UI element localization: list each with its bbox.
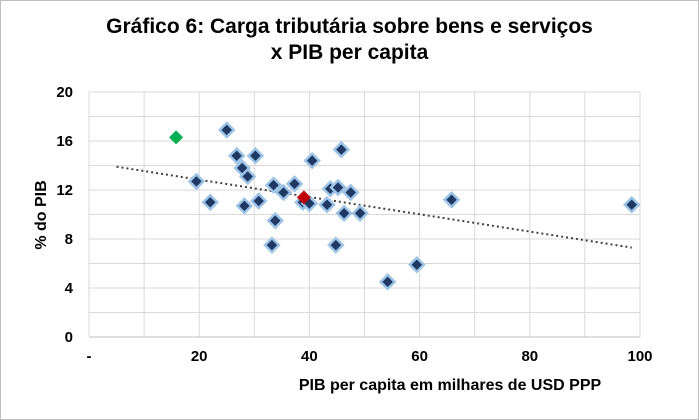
data-point	[274, 183, 293, 202]
data-point	[351, 204, 369, 223]
data-point	[235, 197, 254, 215]
data-point	[408, 255, 426, 274]
data-point	[249, 192, 268, 210]
x-tick-label: 40	[301, 348, 318, 365]
data-point	[285, 175, 304, 193]
x-axis-label: PIB per capita em milhares de USD PPP	[299, 377, 602, 394]
chart-title-line2: x PIB per capita	[270, 41, 429, 64]
data-point	[217, 121, 236, 139]
highlight-point-red	[296, 190, 311, 205]
data-point	[246, 146, 265, 165]
y-tick-label: 20	[56, 84, 73, 101]
data-point	[263, 236, 281, 254]
data-point	[622, 195, 641, 214]
highlight-point-green	[169, 130, 184, 145]
y-tick-label: 4	[65, 280, 74, 297]
y-tick-label: 16	[56, 133, 73, 150]
data-point	[187, 172, 206, 191]
data-point	[227, 146, 246, 165]
data-point	[266, 211, 285, 230]
y-axis-label: % do PIB	[33, 180, 50, 249]
data-point	[442, 191, 461, 209]
data-points	[169, 121, 641, 291]
data-point	[303, 151, 321, 170]
data-point	[264, 176, 283, 194]
x-tick-label: 80	[521, 348, 538, 365]
data-point	[335, 204, 353, 223]
y-tick-label: 0	[65, 329, 73, 346]
chart-title-line1: Gráfico 6: Carga tributária sobre bens e…	[106, 15, 593, 38]
data-point	[332, 140, 351, 159]
x-tick-label: 100	[627, 348, 652, 365]
data-point	[378, 273, 397, 291]
data-point	[318, 195, 336, 214]
y-tick-label: 8	[65, 231, 73, 248]
data-point	[201, 193, 219, 212]
data-point	[327, 236, 345, 254]
grid-lines	[88, 91, 641, 338]
data-point	[329, 178, 347, 197]
data-point	[238, 167, 257, 186]
x-tick-label: 20	[191, 348, 208, 365]
x-tick-label: 60	[411, 348, 428, 365]
chart-title: Gráfico 6: Carga tributária sobre bens e…	[0, 14, 699, 66]
x-tick-label: -	[87, 348, 92, 365]
y-tick-label: 12	[56, 182, 73, 199]
data-point	[341, 183, 360, 202]
tick-labels: - 20 40 60 80 100 0 4 8 12 16 20	[56, 84, 652, 365]
